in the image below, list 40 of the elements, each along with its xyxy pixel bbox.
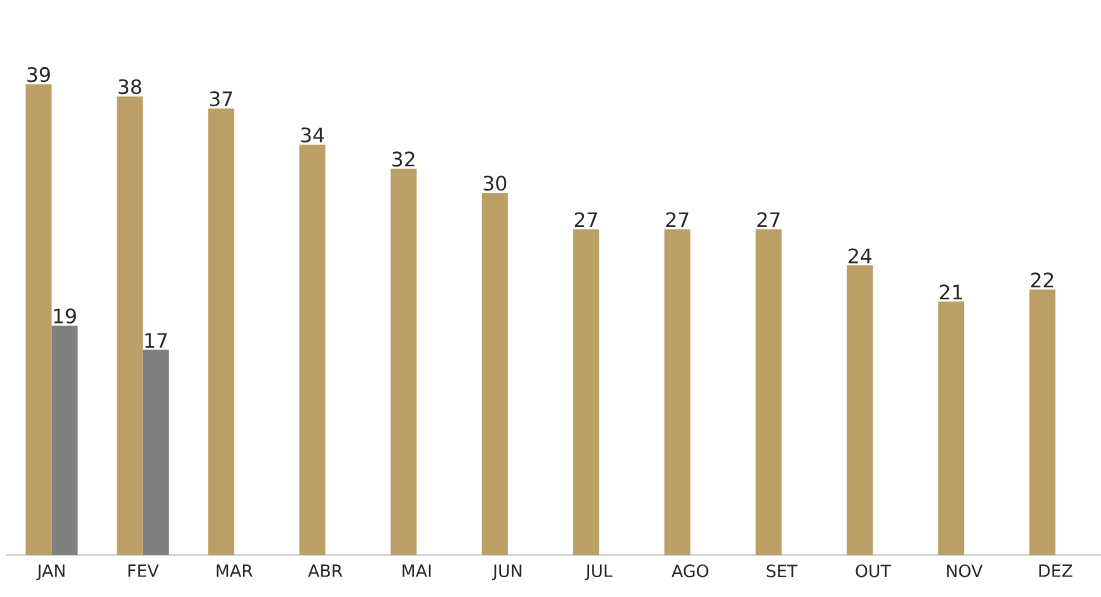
x-tick-label: JAN (36, 564, 65, 581)
bar (846, 265, 873, 555)
bar (142, 349, 169, 555)
data-label: 21 (939, 284, 962, 300)
data-label: 32 (392, 151, 415, 167)
bar (755, 229, 782, 555)
bar (664, 229, 691, 555)
x-tick-label: AGO (671, 564, 709, 578)
x-tick-label: DEZ (1039, 564, 1073, 577)
bar (573, 229, 600, 555)
data-label: 24 (848, 248, 872, 264)
x-tick-label: MAR (216, 564, 253, 577)
bar (51, 325, 78, 555)
x-tick-label: NOV (947, 564, 983, 578)
data-label: 27 (757, 212, 780, 227)
data-label: 39 (27, 67, 50, 83)
bar (938, 301, 965, 555)
x-tick-label: OUT (855, 564, 891, 578)
data-label: 30 (483, 175, 507, 191)
bar (481, 192, 508, 555)
data-label: 38 (118, 79, 142, 95)
data-label: 37 (209, 91, 233, 107)
data-label: 22 (1031, 272, 1054, 288)
data-label: 17 (145, 333, 167, 348)
data-label: 27 (574, 212, 598, 227)
x-tick-label: JUN (491, 564, 522, 581)
bar (25, 84, 52, 555)
bar (116, 96, 143, 555)
bar (299, 144, 326, 555)
x-tick-label: FEV (128, 564, 159, 577)
data-label: 19 (54, 308, 76, 324)
bar (208, 108, 235, 555)
data-label: 27 (666, 212, 689, 227)
x-tick-label: ABR (308, 564, 343, 577)
bar (1029, 289, 1056, 555)
x-tick-label: MAI (402, 564, 431, 577)
x-tick-label: JUL (584, 564, 613, 581)
bar (390, 168, 417, 555)
x-tick-label: SET (766, 564, 798, 578)
data-label: 34 (301, 127, 324, 143)
